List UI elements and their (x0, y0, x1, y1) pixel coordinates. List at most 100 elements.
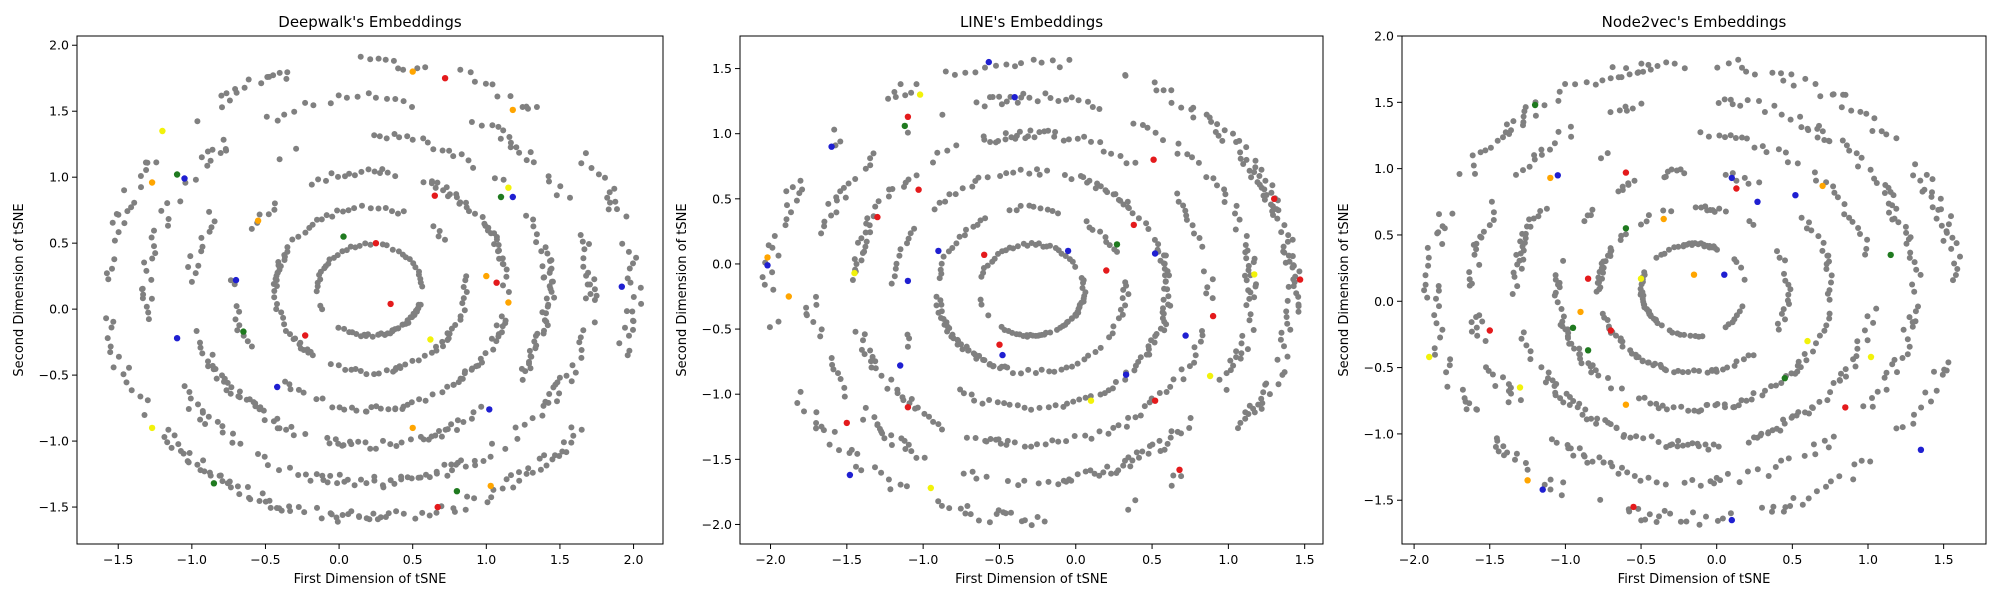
deepwalk-gray-point (199, 243, 206, 250)
node2vec-gray-point (1758, 430, 1765, 437)
deepwalk-gray-point (546, 283, 553, 290)
line-gray-point (987, 94, 993, 101)
line-gray-point (892, 265, 899, 272)
deepwalk-gray-point (626, 332, 632, 339)
line-gray-point (881, 435, 888, 442)
deepwalk-gray-point (468, 415, 475, 422)
line-gray-point (1145, 343, 1152, 350)
node2vec-gray-point (1473, 314, 1480, 320)
deepwalk-gray-point (194, 461, 201, 468)
node2vec-gray-point (1607, 75, 1614, 82)
line-gray-point (1274, 356, 1281, 363)
line-gray-point (1145, 450, 1152, 457)
deepwalk-gray-point (278, 507, 285, 514)
node2vec-gray-point (1869, 128, 1876, 134)
node2vec-gray-point (1648, 433, 1655, 440)
node2vec-gray-point (1769, 69, 1776, 76)
node2vec-gray-point (1571, 345, 1578, 352)
line-gray-point (1108, 470, 1115, 477)
node2vec-gray-point (1751, 144, 1758, 151)
line-gray-point (1191, 230, 1197, 237)
deepwalk-gray-point (586, 241, 592, 247)
line-gray-point (913, 454, 920, 461)
line-gray-point (1285, 252, 1292, 259)
node2vec-gray-point (1824, 252, 1831, 259)
node2vec-gray-point (1931, 368, 1937, 375)
line-gray-point (1055, 481, 1062, 488)
deepwalk-point-orange (509, 106, 516, 114)
line-gray-point (1083, 218, 1090, 225)
line-gray-point (959, 346, 966, 353)
node2vec-gray-point (1894, 369, 1900, 376)
line-gray-point (1016, 128, 1023, 135)
node2vec-gray-point (1889, 361, 1896, 368)
deepwalk-gray-point (318, 515, 325, 522)
deepwalk-gray-point (464, 493, 471, 500)
line-gray-point (1221, 199, 1228, 205)
node2vec-gray-point (1854, 338, 1861, 345)
line-gray-point (1003, 61, 1010, 68)
node2vec-gray-point (1711, 208, 1718, 215)
line-gray-point (803, 311, 810, 317)
node2vec-gray-point (1738, 264, 1745, 271)
line-gray-point (942, 198, 949, 205)
node2vec-gray-point (1468, 280, 1475, 287)
deepwalk-gray-point (549, 278, 556, 285)
deepwalk-gray-point (518, 365, 525, 372)
node2vec-gray-point (1830, 380, 1837, 386)
deepwalk-point-yellow (427, 336, 434, 343)
node2vec-gray-point (1482, 147, 1489, 154)
line-gray-point (931, 206, 938, 213)
node2vec-gray-point (1745, 180, 1752, 187)
deepwalk-gray-point (340, 208, 346, 215)
line-gray-point (1219, 137, 1226, 144)
line-gray-point (957, 505, 964, 512)
deepwalk-gray-point (460, 284, 467, 290)
deepwalk-gray-point (442, 236, 448, 243)
deepwalk-gray-point (471, 457, 478, 464)
deepwalk-gray-point (516, 469, 522, 476)
deepwalk-x-axis-label: First Dimension of tSNE (294, 572, 447, 587)
deepwalk-gray-point (271, 288, 278, 294)
line-gray-point (1175, 198, 1182, 205)
line-gray-point (997, 365, 1003, 372)
line-gray-point (970, 350, 977, 357)
deepwalk-gray-point (335, 362, 342, 369)
node2vec-gray-point (1629, 105, 1636, 112)
node2vec-gray-point (1436, 303, 1442, 310)
node2vec-gray-point (1816, 398, 1823, 405)
line-gray-point (954, 336, 961, 343)
line-gray-point (1284, 297, 1291, 304)
node2vec-gray-point (1566, 402, 1573, 408)
line-gray-point (891, 89, 898, 95)
deepwalk-gray-point (248, 225, 255, 232)
node2vec-gray-point (1532, 112, 1539, 119)
node2vec-gray-point (1669, 441, 1676, 448)
node2vec-gray-point (1697, 129, 1704, 136)
node2vec-gray-point (1623, 107, 1630, 114)
line-point-yellow (1206, 372, 1214, 380)
line-gray-point (1262, 381, 1269, 388)
line-gray-point (961, 232, 968, 239)
line-gray-point (1167, 383, 1174, 390)
node2vec-gray-point (1554, 299, 1561, 306)
node2vec-gray-point (1548, 436, 1555, 443)
line-gray-point (1069, 363, 1075, 370)
line-gray-point (904, 343, 911, 350)
deepwalk-gray-point (527, 149, 534, 156)
deepwalk-x-tick-label: 0.0 (329, 552, 349, 567)
node2vec-gray-point (1592, 81, 1599, 88)
line-gray-point (1233, 354, 1240, 361)
node2vec-gray-point (1609, 64, 1616, 71)
line-gray-point (908, 448, 915, 455)
node2vec-gray-point (1840, 91, 1847, 98)
node2vec-gray-point (1951, 260, 1958, 267)
deepwalk-gray-point (180, 450, 187, 457)
deepwalk-point-blue (486, 406, 493, 413)
line-gray-point (1057, 324, 1064, 331)
node2vec-gray-point (1609, 463, 1616, 470)
deepwalk-gray-point (477, 355, 484, 362)
deepwalk-gray-point (485, 224, 492, 231)
node2vec-y-tick-label: −0.5 (1364, 360, 1394, 375)
deepwalk-gray-point (295, 472, 302, 478)
